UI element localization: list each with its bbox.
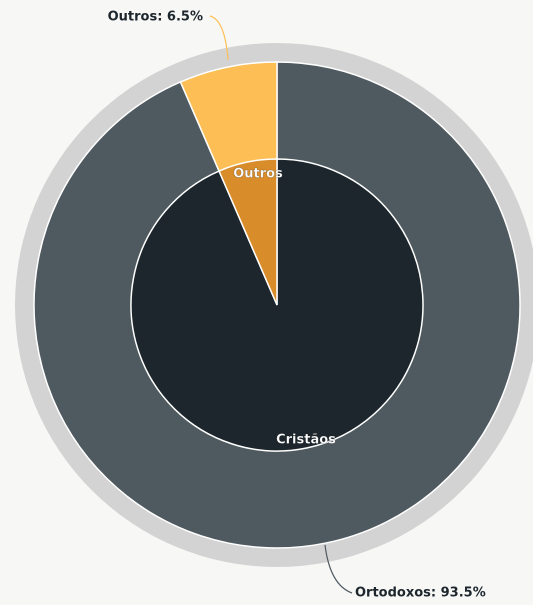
- inner-label: Outros: [233, 167, 283, 182]
- leader-line: [324, 544, 353, 594]
- inner-slice: [218, 158, 278, 306]
- outer-label: Ortodoxos: 93.5%: [355, 586, 486, 601]
- outer-label: Outros: 6.5%: [108, 10, 203, 25]
- leader-line: [209, 15, 229, 61]
- inner-label: Cristãos: [276, 433, 336, 448]
